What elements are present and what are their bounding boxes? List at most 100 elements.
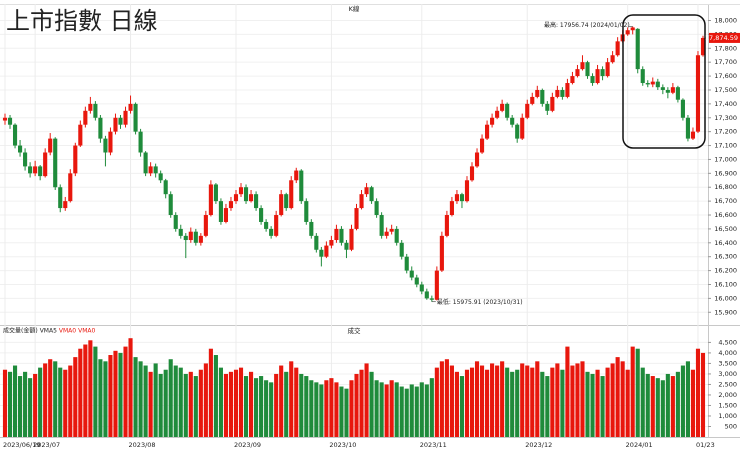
candle-body (7, 117, 13, 125)
volume-bar (299, 373, 304, 437)
y-tick-label: 17,000 (714, 155, 737, 163)
volume-bar (485, 369, 490, 437)
x-tick-label: 2023/07 (33, 441, 60, 449)
volume-bar (520, 363, 525, 437)
candle-body (515, 124, 520, 139)
volume-bar (88, 340, 93, 437)
volume-bar (550, 367, 555, 437)
volume-bar (459, 376, 465, 437)
candle-body (570, 76, 575, 84)
volume-bar (233, 369, 239, 437)
volume-bar (123, 346, 128, 437)
candle-body (93, 103, 98, 118)
y-tick-label: 16,400 (714, 239, 737, 247)
candle-body (133, 103, 138, 132)
y-tick-label: 17,500 (714, 86, 737, 94)
candle-body (198, 235, 203, 243)
x-tick-label: 2023/12 (525, 441, 552, 449)
volume-bar (2, 369, 8, 437)
candle-body (43, 152, 48, 177)
candle-body (168, 194, 173, 216)
candle-body (319, 249, 324, 257)
volume-bar (193, 376, 198, 437)
candle-body (153, 166, 158, 174)
volume-bar (379, 382, 384, 437)
volume-bar (63, 369, 68, 437)
volume-bar (223, 373, 229, 437)
volume-bar (58, 367, 63, 437)
volume-bar (495, 365, 500, 437)
volume-bar (660, 380, 665, 437)
volume-bar (274, 373, 279, 437)
candle-body (128, 103, 133, 111)
candle-body (605, 62, 610, 77)
candle-body (289, 180, 294, 209)
volume-bar (48, 359, 53, 437)
volume-bar (615, 357, 620, 437)
volume-bar (349, 380, 354, 437)
y2-tick-label: 1,000 (718, 412, 737, 420)
candle-body (359, 194, 364, 209)
legend-entry: VMA5 (40, 328, 57, 335)
candle-body (203, 215, 208, 236)
candle-body (339, 228, 344, 243)
y-tick-label: 17,800 (714, 44, 737, 52)
volume-bar (605, 367, 610, 437)
candle-body (399, 242, 404, 257)
candle-body (535, 89, 540, 97)
candle-body (63, 201, 68, 209)
candle-body (444, 215, 449, 236)
volume-bar (354, 373, 359, 437)
volume-bar (148, 371, 153, 437)
last-price-label: 17,874.59 (705, 34, 738, 42)
candle-body (279, 194, 284, 216)
candle-body (665, 89, 670, 93)
candle-body (123, 110, 128, 125)
candle-body (525, 103, 530, 118)
volume-bar (454, 371, 460, 437)
candle-body (354, 208, 359, 229)
volume-bar (12, 365, 18, 437)
candle-body (28, 166, 33, 174)
volume-bar (53, 361, 58, 437)
volume-bar (434, 367, 439, 437)
volume-bar (329, 378, 334, 437)
volume-bar (575, 363, 580, 437)
legend: 成交量(金額) VMA5 VMA0 VMA0 (3, 327, 95, 335)
candle-body (685, 117, 690, 139)
candle-body (228, 201, 234, 209)
volume-bar (625, 369, 630, 437)
candle-body (294, 170, 299, 181)
x-tick-label: 2023/10 (329, 441, 356, 449)
y-tick-label: 17,100 (714, 142, 737, 150)
legend-entry: 成交量(金額) (3, 327, 38, 335)
grid (0, 4, 711, 437)
candle-body (2, 117, 8, 121)
volume-bar (630, 346, 635, 437)
candle-body (299, 170, 304, 202)
volume-bar (98, 359, 103, 437)
candle-body (384, 231, 389, 236)
candle-body (580, 62, 585, 70)
candle-body (309, 221, 314, 236)
volume-bar (33, 373, 38, 437)
candle-body (439, 235, 444, 271)
candle-body (78, 124, 83, 146)
volume-bar (655, 378, 660, 437)
candle-body (459, 194, 465, 202)
highlight-box (622, 14, 706, 149)
volume-bar (38, 367, 43, 437)
candle-body (545, 103, 550, 111)
candle-body (449, 201, 454, 216)
candle-body (404, 256, 409, 271)
volume-bar (78, 348, 83, 437)
y2-tick-label: 4,500 (718, 338, 737, 346)
volume-bar (18, 376, 23, 437)
candle-body (173, 215, 178, 229)
volume-bar (43, 363, 48, 437)
volume-bar (208, 348, 213, 437)
volume-bar (113, 350, 118, 437)
y-tick-label: 16,800 (714, 183, 737, 191)
candle-body (103, 138, 108, 153)
candle-body (183, 235, 188, 241)
